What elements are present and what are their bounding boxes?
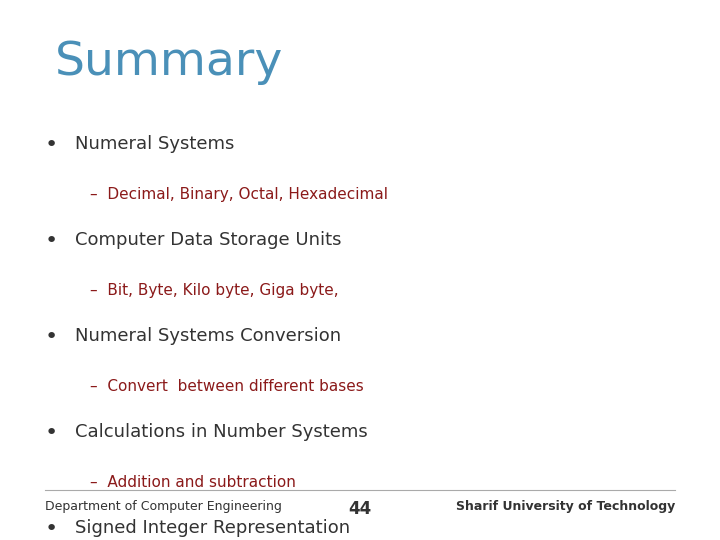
Text: Computer Data Storage Units: Computer Data Storage Units [75, 231, 341, 249]
Text: –  Convert  between different bases: – Convert between different bases [90, 379, 364, 394]
Text: –  Decimal, Binary, Octal, Hexadecimal: – Decimal, Binary, Octal, Hexadecimal [90, 187, 388, 202]
Text: Department of Computer Engineering: Department of Computer Engineering [45, 500, 282, 513]
Text: •: • [45, 519, 58, 539]
Text: –  Addition and subtraction: – Addition and subtraction [90, 475, 296, 490]
Text: –  Bit, Byte, Kilo byte, Giga byte,: – Bit, Byte, Kilo byte, Giga byte, [90, 283, 338, 298]
Text: Numeral Systems: Numeral Systems [75, 135, 235, 153]
Text: Summary: Summary [55, 40, 284, 85]
Text: •: • [45, 327, 58, 347]
Text: •: • [45, 135, 58, 155]
Text: 44: 44 [348, 500, 372, 518]
Text: Signed Integer Representation: Signed Integer Representation [75, 519, 350, 537]
Text: Calculations in Number Systems: Calculations in Number Systems [75, 423, 368, 441]
Text: Numeral Systems Conversion: Numeral Systems Conversion [75, 327, 341, 345]
Text: •: • [45, 231, 58, 251]
Text: •: • [45, 423, 58, 443]
Text: Sharif University of Technology: Sharif University of Technology [456, 500, 675, 513]
